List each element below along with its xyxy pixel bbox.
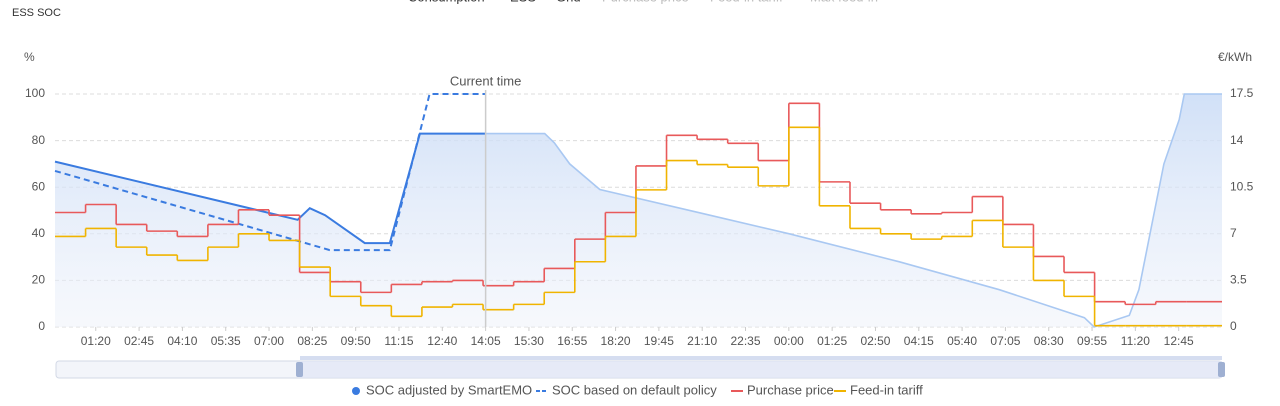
x-tick-label: 11:15 bbox=[384, 334, 413, 348]
slider-handle[interactable] bbox=[296, 362, 303, 377]
top-legend-item: Purchase price bbox=[602, 0, 689, 4]
slider-handle[interactable] bbox=[1218, 362, 1225, 377]
x-tick-label: 01:25 bbox=[817, 334, 847, 348]
y2-tick-label: 3.5 bbox=[1230, 273, 1247, 287]
top-legend-item: Feed-in tariff bbox=[710, 0, 783, 4]
x-tick-label: 22:35 bbox=[731, 334, 761, 348]
legend-label: Feed-in tariff bbox=[850, 382, 923, 397]
x-tick-label: 18:20 bbox=[601, 334, 631, 348]
legend-marker bbox=[352, 387, 360, 395]
x-tick-label: 09:50 bbox=[341, 334, 371, 348]
x-tick-label: 09:55 bbox=[1077, 334, 1107, 348]
y2-tick-label: 7 bbox=[1230, 226, 1237, 240]
slider-bar[interactable] bbox=[300, 356, 1222, 360]
x-tick-label: 02:45 bbox=[124, 334, 154, 348]
y-tick-label: 0 bbox=[38, 319, 45, 333]
x-tick-label: 21:10 bbox=[687, 334, 717, 348]
slider-window[interactable] bbox=[300, 361, 1222, 378]
soc-forecast-line bbox=[485, 93, 1222, 328]
x-tick-label: 14:05 bbox=[471, 334, 501, 348]
y-tick-label: 40 bbox=[32, 226, 46, 240]
soc-line bbox=[54, 93, 486, 252]
x-tick-label: 01:20 bbox=[81, 334, 111, 348]
annotation: Current time bbox=[450, 73, 522, 88]
x-tick-label: 05:35 bbox=[211, 334, 241, 348]
y-tick-label: 100 bbox=[25, 86, 45, 100]
x-tick-label: 07:05 bbox=[990, 334, 1020, 348]
x-tick-label: 16:55 bbox=[557, 334, 587, 348]
x-tick-label: 08:25 bbox=[297, 334, 327, 348]
y-tick-label: 80 bbox=[32, 133, 46, 147]
y2-tick-label: 17.5 bbox=[1230, 86, 1254, 100]
top-legend-item: Grid bbox=[556, 0, 581, 4]
x-tick-label: 15:30 bbox=[514, 334, 544, 348]
y2-tick-label: 10.5 bbox=[1230, 179, 1254, 193]
x-tick-label: 04:10 bbox=[167, 334, 197, 348]
y2-axis-label: €/kWh bbox=[1218, 50, 1252, 64]
y-axis-label: % bbox=[24, 50, 35, 64]
x-tick-label: 08:30 bbox=[1034, 334, 1064, 348]
zoom-slider bbox=[55, 356, 1225, 379]
top-legend-item: ESS bbox=[510, 0, 536, 4]
soc-area bbox=[55, 94, 1222, 327]
y2-tick-label: 14 bbox=[1230, 133, 1244, 147]
legend-label: Purchase price bbox=[747, 382, 834, 397]
x-tick-label: 04:15 bbox=[904, 334, 934, 348]
top-legend: Consumption ESS Grid Purchase price Feed-in … bbox=[408, 0, 878, 4]
x-tick-label: 12:40 bbox=[427, 334, 457, 348]
chart-title: ESS SOC bbox=[12, 7, 61, 19]
x-tick-label: 02:50 bbox=[860, 334, 890, 348]
top-legend-item: Consumption bbox=[408, 0, 485, 4]
y2-tick-label: 0 bbox=[1230, 319, 1237, 333]
y-tick-label: 60 bbox=[32, 179, 46, 193]
x-tick-label: 05:40 bbox=[947, 334, 977, 348]
top-legend-item: Max feed-in bbox=[810, 0, 878, 4]
x-tick-label: 12:45 bbox=[1164, 334, 1194, 348]
x-tick-label: 07:00 bbox=[254, 334, 284, 348]
x-tick-label: 19:45 bbox=[644, 334, 674, 348]
x-tick-label: 11:20 bbox=[1121, 334, 1150, 348]
legend-label: SOC adjusted by SmartEMO bbox=[366, 382, 532, 397]
x-tick-label: 00:00 bbox=[774, 334, 804, 348]
y-tick-label: 20 bbox=[32, 273, 46, 287]
legend-label: SOC based on default policy bbox=[552, 382, 717, 397]
